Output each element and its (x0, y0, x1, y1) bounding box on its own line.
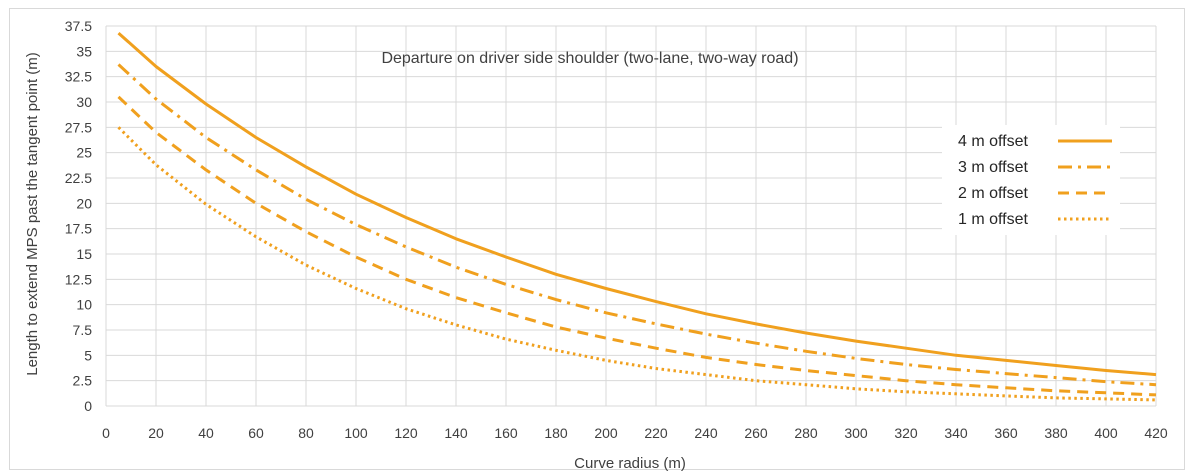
y-tick-label: 30 (76, 94, 92, 110)
x-axis-label: Curve radius (m) (574, 455, 686, 472)
y-tick-label: 22.5 (65, 170, 92, 186)
y-tick-label: 20 (76, 195, 92, 211)
chart-frame (9, 8, 1185, 470)
x-tick-label: 120 (394, 425, 418, 441)
x-tick-label: 220 (644, 425, 668, 441)
y-axis-ticks: 0 2.5 5 7.5 10 12.5 15 17.5 20 22.5 25 27.5 30 32.5 35… (65, 18, 92, 414)
y-axis-label: Length to extend MPS past the tangent po… (24, 52, 41, 376)
y-tick-label: 32.5 (65, 69, 92, 85)
y-tick-label: 17.5 (65, 221, 92, 237)
y-tick-label: 25 (76, 145, 92, 161)
x-tick-label: 180 (544, 425, 568, 441)
series-lines (117, 31, 1157, 402)
legend-label: 2 m offset (958, 185, 1029, 202)
legend-label: 1 m offset (958, 211, 1029, 228)
x-tick-label: 420 (1144, 425, 1168, 441)
x-tick-label: 280 (794, 425, 818, 441)
x-tick-label: 160 (494, 425, 518, 441)
x-tick-label: 400 (1094, 425, 1118, 441)
series-line-2m-offset (117, 95, 1157, 397)
series-line-1m-offset (117, 126, 1157, 402)
x-tick-label: 360 (994, 425, 1018, 441)
y-tick-label: 2.5 (73, 373, 93, 389)
x-axis-ticks: 0 20 40 60 80 100 120 140 160 180 200 220 240 260 280 3… (102, 425, 1168, 441)
x-tick-label: 240 (694, 425, 718, 441)
x-tick-label: 300 (844, 425, 868, 441)
x-tick-label: 80 (298, 425, 314, 441)
x-tick-label: 380 (1044, 425, 1068, 441)
legend-box (942, 125, 1120, 235)
x-tick-label: 60 (248, 425, 264, 441)
x-tick-label: 100 (344, 425, 368, 441)
y-tick-label: 15 (76, 246, 92, 262)
y-tick-label: 7.5 (73, 322, 93, 338)
legend-label: 4 m offset (958, 133, 1029, 150)
legend: 4 m offset 3 m offset 2 m offset 1 m offset (942, 125, 1120, 235)
y-tick-label: 10 (76, 297, 92, 313)
x-tick-label: 20 (148, 425, 164, 441)
y-tick-label: 12.5 (65, 271, 92, 287)
series-line-4m-offset (117, 31, 1157, 377)
x-tick-label: 40 (198, 425, 214, 441)
x-tick-label: 320 (894, 425, 918, 441)
legend-label: 3 m offset (958, 159, 1029, 176)
y-tick-label: 37.5 (65, 18, 92, 34)
y-tick-label: 27.5 (65, 119, 92, 135)
x-tick-label: 260 (744, 425, 768, 441)
y-tick-label: 5 (84, 347, 92, 363)
x-tick-label: 200 (594, 425, 618, 441)
x-tick-label: 0 (102, 425, 110, 441)
x-tick-label: 140 (444, 425, 468, 441)
x-tick-label: 340 (944, 425, 968, 441)
chart-title: Departure on driver side shoulder (two-l… (381, 50, 798, 67)
series-line-3m-offset (117, 63, 1157, 387)
y-tick-label: 35 (76, 43, 92, 59)
y-tick-label: 0 (84, 398, 92, 414)
